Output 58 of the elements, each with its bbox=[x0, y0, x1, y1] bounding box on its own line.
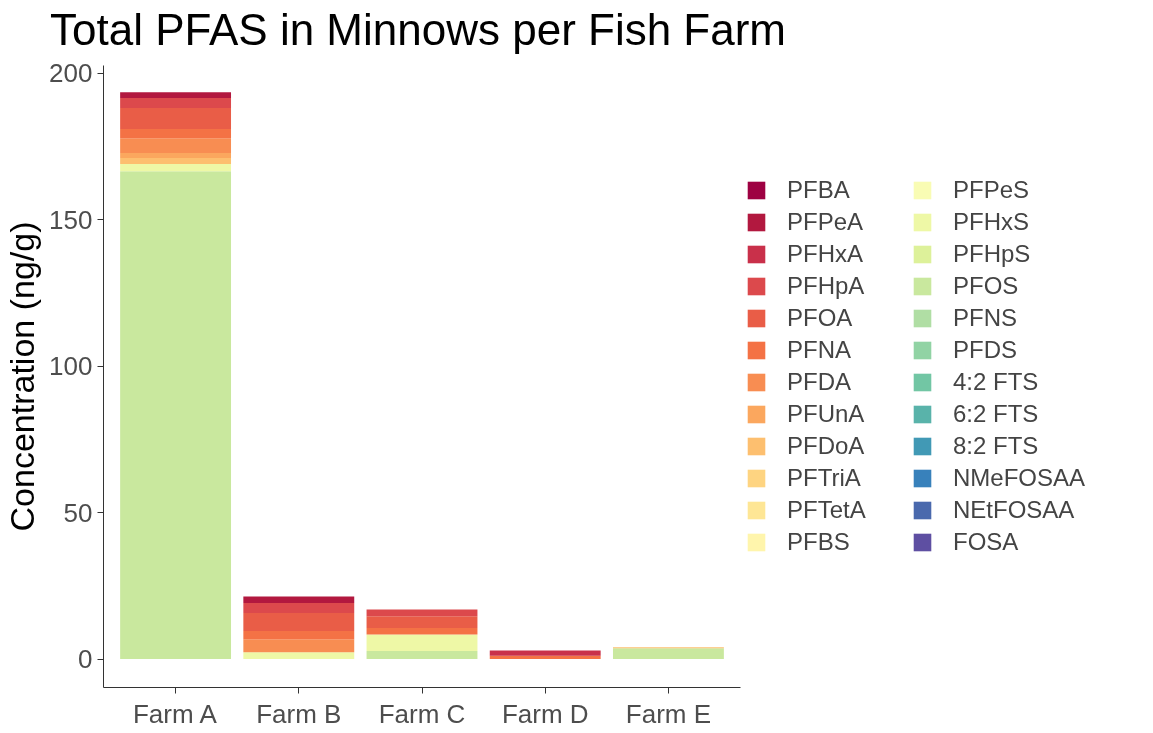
legend-label: PFHpA bbox=[787, 271, 866, 300]
legend-label: 8:2 FTS bbox=[953, 431, 1040, 460]
bar bbox=[243, 603, 355, 614]
bar bbox=[120, 129, 232, 139]
legend-label: PFOS bbox=[953, 271, 1020, 300]
bar bbox=[366, 650, 478, 660]
y-tick-label: 150 bbox=[49, 204, 93, 235]
chart-title: Total PFAS in Minnows per Fish Farm bbox=[50, 5, 787, 55]
x-tick-label: Farm C bbox=[378, 698, 466, 729]
x-tick-label: Farm A bbox=[132, 698, 218, 729]
y-tick-label: 200 bbox=[49, 58, 93, 89]
legend-label: PFBA bbox=[787, 175, 851, 204]
legend-label: PFTetA bbox=[787, 495, 867, 524]
legend-label: FOSA bbox=[953, 527, 1020, 556]
legend-label: PFDoA bbox=[787, 431, 866, 460]
legend-label: NEtFOSAA bbox=[953, 495, 1075, 524]
legend-label: NMeFOSAA bbox=[953, 463, 1086, 492]
bar bbox=[366, 634, 478, 651]
legend-label: PFNA bbox=[787, 335, 852, 364]
bar bbox=[120, 98, 232, 108]
bar bbox=[120, 171, 232, 660]
y-tick-label: 0 bbox=[78, 644, 93, 675]
legend-label: 4:2 FTS bbox=[953, 367, 1040, 396]
legend-label: 6:2 FTS bbox=[953, 399, 1040, 428]
bar bbox=[243, 630, 355, 640]
bar bbox=[120, 163, 232, 172]
bar bbox=[120, 92, 232, 99]
x-tick-label: Farm D bbox=[501, 698, 589, 729]
x-tick-label: Farm E bbox=[625, 698, 712, 729]
legend-label: PFPeA bbox=[787, 207, 865, 236]
legend-label: PFHpS bbox=[953, 239, 1032, 268]
legend-label: PFUnA bbox=[787, 399, 866, 428]
x-tick-label: Farm B bbox=[256, 698, 342, 729]
bar bbox=[243, 639, 355, 653]
bar bbox=[120, 158, 232, 164]
y-tick-label: 50 bbox=[63, 497, 93, 528]
bar bbox=[489, 655, 601, 660]
legend-label: PFNS bbox=[953, 303, 1018, 332]
legend-label: PFDA bbox=[787, 367, 852, 396]
legend-label: PFHxS bbox=[953, 207, 1030, 236]
bar bbox=[120, 138, 232, 154]
bar bbox=[489, 650, 601, 656]
legend-label: PFPeS bbox=[953, 175, 1031, 204]
y-tick-label: 100 bbox=[49, 351, 93, 382]
bar bbox=[366, 616, 478, 629]
bar bbox=[366, 628, 478, 635]
legend-label: PFDS bbox=[953, 335, 1018, 364]
y-axis-title: Concentration (ng/g) bbox=[3, 221, 42, 532]
bar bbox=[120, 153, 232, 159]
legend-label: PFBS bbox=[787, 527, 851, 556]
bar bbox=[243, 596, 355, 604]
legend-label: PFHxA bbox=[787, 239, 864, 268]
bar bbox=[243, 652, 355, 660]
bar bbox=[612, 648, 724, 660]
bar bbox=[243, 613, 355, 631]
legend-label: PFOA bbox=[787, 303, 854, 332]
bar bbox=[120, 107, 232, 130]
legend-label: PFTriA bbox=[787, 463, 862, 492]
